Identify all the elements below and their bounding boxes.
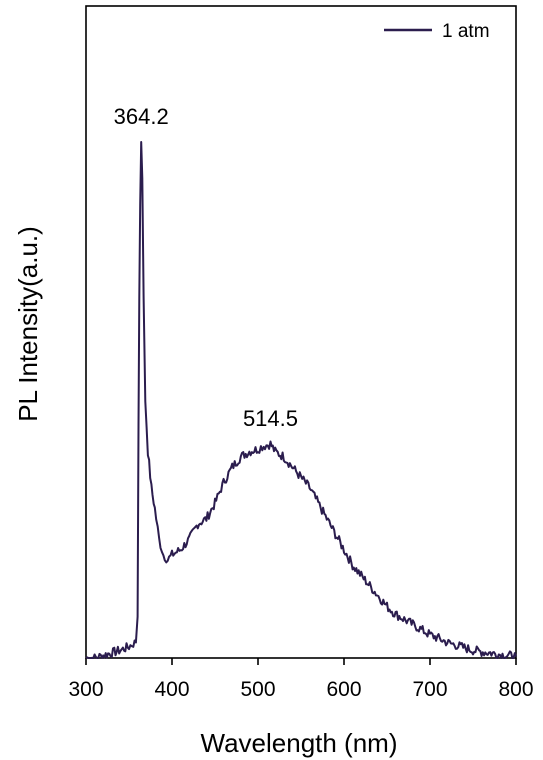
peak-label-0: 364.2 [114, 104, 169, 129]
x-tick-label-800: 800 [498, 678, 533, 701]
y-axis-title: PL Intensity(a.u.) [13, 226, 43, 422]
x-tick-label-300: 300 [68, 678, 103, 701]
x-axis-tick-labels: 300 400 500 600 700 800 [68, 678, 533, 701]
x-tick-label-700: 700 [412, 678, 447, 701]
series-line-1-atm [85, 141, 517, 659]
x-tick-label-600: 600 [326, 678, 361, 701]
peak-label-1: 514.5 [243, 406, 298, 431]
x-axis-ticks [85, 658, 517, 665]
x-axis-title: Wavelength (nm) [201, 728, 398, 758]
legend: 1 atm [384, 21, 490, 42]
plot-frame [85, 5, 517, 659]
x-tick-label-400: 400 [154, 678, 189, 701]
peak-annotations: 364.2 514.5 [114, 104, 298, 431]
legend-label: 1 atm [442, 21, 490, 42]
x-tick-label-500: 500 [240, 678, 275, 701]
